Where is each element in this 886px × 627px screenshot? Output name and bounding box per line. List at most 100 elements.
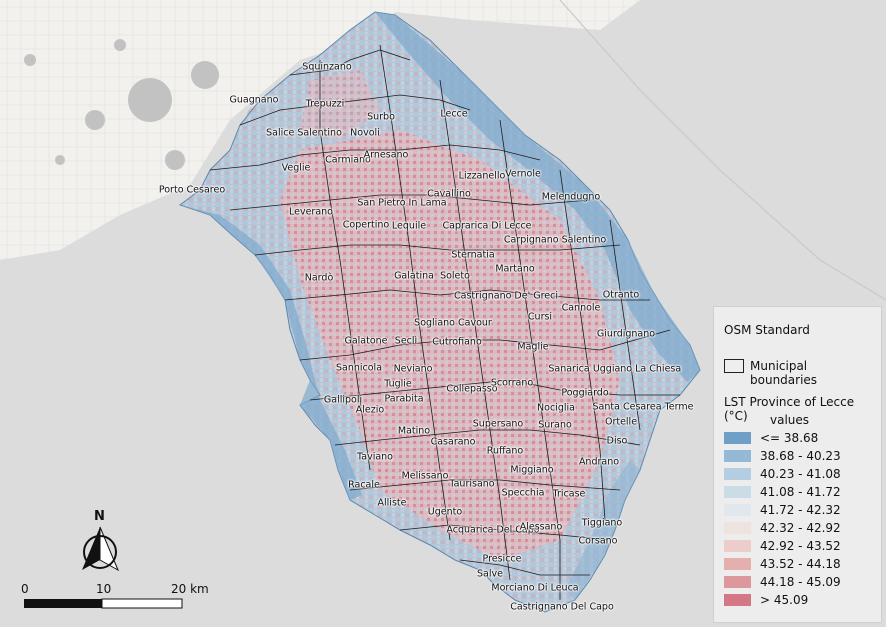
municipality-label: Corsano <box>578 535 618 547</box>
legend-class-row: 38.68 - 40.23 <box>724 449 841 463</box>
legend-class-label: 42.32 - 42.92 <box>760 521 841 535</box>
legend-swatch <box>724 540 751 552</box>
legend-class-row: 41.72 - 42.32 <box>724 503 841 517</box>
legend-class-row: 41.08 - 41.72 <box>724 485 841 499</box>
municipality-label: Castrignano De' Greci <box>454 290 558 302</box>
municipality-label: Taurisano <box>449 478 495 490</box>
municipality-label: Alezio <box>355 404 385 416</box>
legend-swatch <box>724 486 751 498</box>
legend-class-label: 44.18 - 45.09 <box>760 575 841 589</box>
municipality-label: Uggiano La Chiesa <box>592 363 682 375</box>
legend-class-label: <= 38.68 <box>760 431 819 445</box>
municipality-label: Surano <box>538 419 572 431</box>
legend-class-row: 43.52 - 44.18 <box>724 557 841 571</box>
municipality-label: Alessano <box>519 521 563 533</box>
north-label: N <box>94 509 105 524</box>
legend-class-label: 40.23 - 41.08 <box>760 467 841 481</box>
municipality-label: Carpignano Salentino <box>503 234 607 246</box>
municipality-label: Maglie <box>517 341 549 353</box>
legend-class-row: 44.18 - 45.09 <box>724 575 841 589</box>
municipality-label: Gallipoli <box>323 394 363 406</box>
municipality-label: Santa Cesarea Terme <box>592 401 694 413</box>
legend-lst-subtitle: values <box>770 413 810 427</box>
municipality-label: Taviano <box>357 451 393 463</box>
municipality-label: Casarano <box>430 436 476 448</box>
municipality-label: Ortelle <box>604 416 638 428</box>
legend-class-label: 38.68 - 40.23 <box>760 449 841 463</box>
municipality-label: Copertino <box>342 219 390 231</box>
municipality-label: Scorrano <box>490 377 534 389</box>
map-legend: OSM Standard Municipal boundaries LST Pr… <box>713 306 882 623</box>
legend-swatch <box>724 504 751 516</box>
municipality-label: Poggiardo <box>561 387 609 399</box>
municipality-label: Carmiano <box>325 154 371 166</box>
municipality-label: Lequile <box>391 220 427 232</box>
legend-class-label: 41.72 - 42.32 <box>760 503 841 517</box>
legend-class-label: 41.08 - 41.72 <box>760 485 841 499</box>
scale-bar <box>24 598 183 609</box>
legend-swatch <box>724 468 751 480</box>
municipality-label: Specchia <box>501 487 545 499</box>
municipality-label: Cutrofiano <box>432 336 482 348</box>
municipality-label: Arnesano <box>363 149 409 161</box>
municipality-label: Sanarica <box>548 363 590 375</box>
legend-swatch <box>724 558 751 570</box>
legend-boundaries-line1: Municipal <box>750 359 808 373</box>
municipality-label: Collepasso <box>446 383 498 395</box>
municipality-label: Tiggiano <box>581 517 623 529</box>
municipality-label: Castrignano Del Capo <box>510 601 614 613</box>
municipality-label: San Pietro In Lama <box>357 197 447 209</box>
scale-label-20: 20 km <box>171 582 209 596</box>
municipality-label: Tricase <box>552 488 586 500</box>
municipality-label: Acquarica Del Capo <box>446 524 540 536</box>
municipality-label: Cannole <box>561 302 601 314</box>
municipality-label: Ugento <box>427 506 463 518</box>
legend-class-label: > 45.09 <box>760 593 809 607</box>
legend-class-label: 43.52 - 44.18 <box>760 557 841 571</box>
legend-swatch <box>724 576 751 588</box>
municipality-label: Miggiano <box>510 464 554 476</box>
municipality-label: Diso <box>606 435 628 447</box>
legend-swatch <box>724 450 751 462</box>
legend-class-row: > 45.09 <box>724 593 808 607</box>
municipality-label: Trepuzzi <box>305 98 345 110</box>
municipality-label: Nociglia <box>537 402 575 414</box>
municipality-label: Matino <box>397 425 431 437</box>
legend-swatch <box>724 594 751 606</box>
municipality-label: Tuglie <box>384 378 412 390</box>
municipality-label: Caprarica Di Lecce <box>442 220 532 232</box>
municipality-label: Parabita <box>384 393 424 405</box>
municipality-label: Galatone <box>344 335 388 347</box>
municipality-label: Andrano <box>578 456 620 468</box>
municipality-label: Soleto <box>440 270 470 282</box>
urban-areas <box>24 39 263 170</box>
municipality-label: Lecce <box>440 108 468 120</box>
municipality-label: Sogliano Cavour <box>414 317 492 329</box>
municipality-label: Ruffano <box>486 445 524 457</box>
municipality-label: Seclì <box>394 335 418 347</box>
municipality-label: Presicce <box>482 553 522 565</box>
scale-label-10: 10 <box>96 582 112 596</box>
municipal-boundaries <box>209 44 680 600</box>
legend-swatch <box>724 432 751 444</box>
north-arrow-icon <box>82 526 120 572</box>
legend-lst-title: LST Province of Lecce (°C) <box>724 395 855 423</box>
municipality-label: Leverano <box>289 206 333 218</box>
municipality-label: Neviano <box>393 363 433 375</box>
legend-class-row: <= 38.68 <box>724 431 818 445</box>
legend-boundaries-entry: Municipal boundaries <box>724 359 817 387</box>
municipality-label: Squinzano <box>302 61 352 73</box>
legend-class-row: 42.32 - 42.92 <box>724 521 841 535</box>
municipality-label: Morciano Di Leuca <box>491 582 579 594</box>
municipality-label: Guagnano <box>229 94 279 106</box>
municipality-label: Salice Salentino <box>266 127 342 139</box>
legend-class-label: 42.92 - 43.52 <box>760 539 841 553</box>
municipality-label: Melissano <box>401 470 449 482</box>
legend-class-row: 40.23 - 41.08 <box>724 467 841 481</box>
legend-basemap-label: OSM Standard <box>724 323 810 337</box>
municipality-label: Cursi <box>527 311 553 323</box>
municipality-label: Alliste <box>377 497 407 509</box>
municipality-label: Supersano <box>472 418 524 430</box>
